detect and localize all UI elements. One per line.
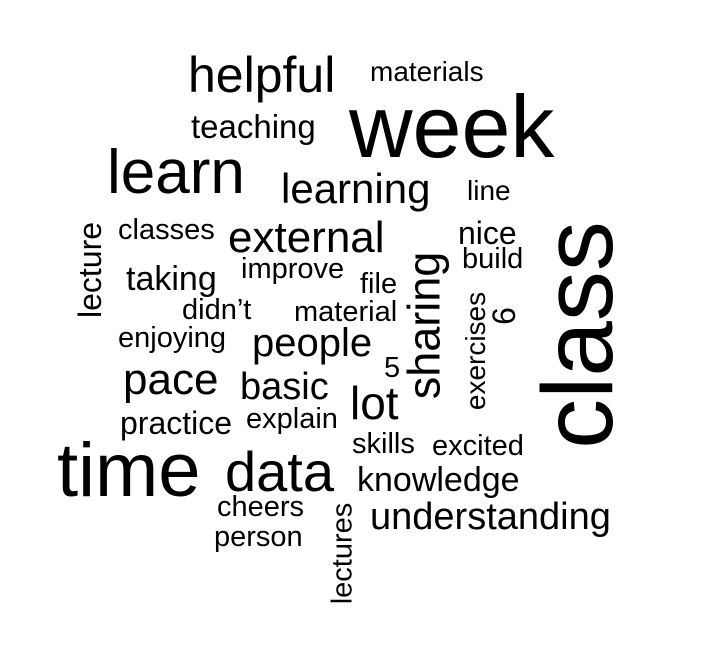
word-teaching: teaching bbox=[191, 108, 316, 145]
word-build: build bbox=[462, 243, 524, 275]
word-practice: practice bbox=[120, 405, 233, 441]
word-didnt: didn’t bbox=[182, 294, 252, 326]
word-external: external bbox=[228, 213, 385, 262]
word-people: people bbox=[252, 321, 373, 365]
word-learning: learning bbox=[281, 165, 431, 212]
word-excited: excited bbox=[432, 430, 524, 462]
word-class: class bbox=[521, 221, 634, 449]
word-lot: lot bbox=[350, 377, 399, 429]
word-time: time bbox=[57, 428, 201, 513]
word-helpful: helpful bbox=[188, 47, 336, 103]
word-explain: explain bbox=[246, 403, 338, 435]
word-file: file bbox=[360, 268, 398, 300]
word-six: 6 bbox=[485, 307, 522, 325]
word-cheers: cheers bbox=[217, 491, 305, 523]
word-understanding: understanding bbox=[370, 496, 611, 538]
word-improve: improve bbox=[241, 253, 345, 285]
word-five: 5 bbox=[384, 352, 401, 384]
word-line: line bbox=[467, 175, 511, 206]
word-week: week bbox=[349, 77, 555, 176]
word-pace: pace bbox=[123, 355, 219, 404]
word-lectures: lectures bbox=[326, 502, 359, 605]
word-material: material bbox=[294, 296, 398, 328]
word-basic: basic bbox=[240, 366, 329, 408]
word-sharing: sharing bbox=[398, 251, 450, 400]
word-skills: skills bbox=[352, 428, 415, 460]
word-data: data bbox=[225, 440, 334, 503]
word-exercises: exercises bbox=[460, 291, 492, 411]
word-materials: materials bbox=[370, 56, 484, 87]
word-learn: learn bbox=[107, 138, 245, 207]
word-taking: taking bbox=[126, 260, 217, 298]
word-enjoying: enjoying bbox=[118, 322, 227, 354]
word-classes: classes bbox=[118, 214, 215, 246]
word-nice: nice bbox=[458, 215, 517, 251]
word-person: person bbox=[214, 521, 303, 553]
word-lecture: lecture bbox=[72, 221, 109, 319]
word-knowledge: knowledge bbox=[357, 461, 520, 499]
